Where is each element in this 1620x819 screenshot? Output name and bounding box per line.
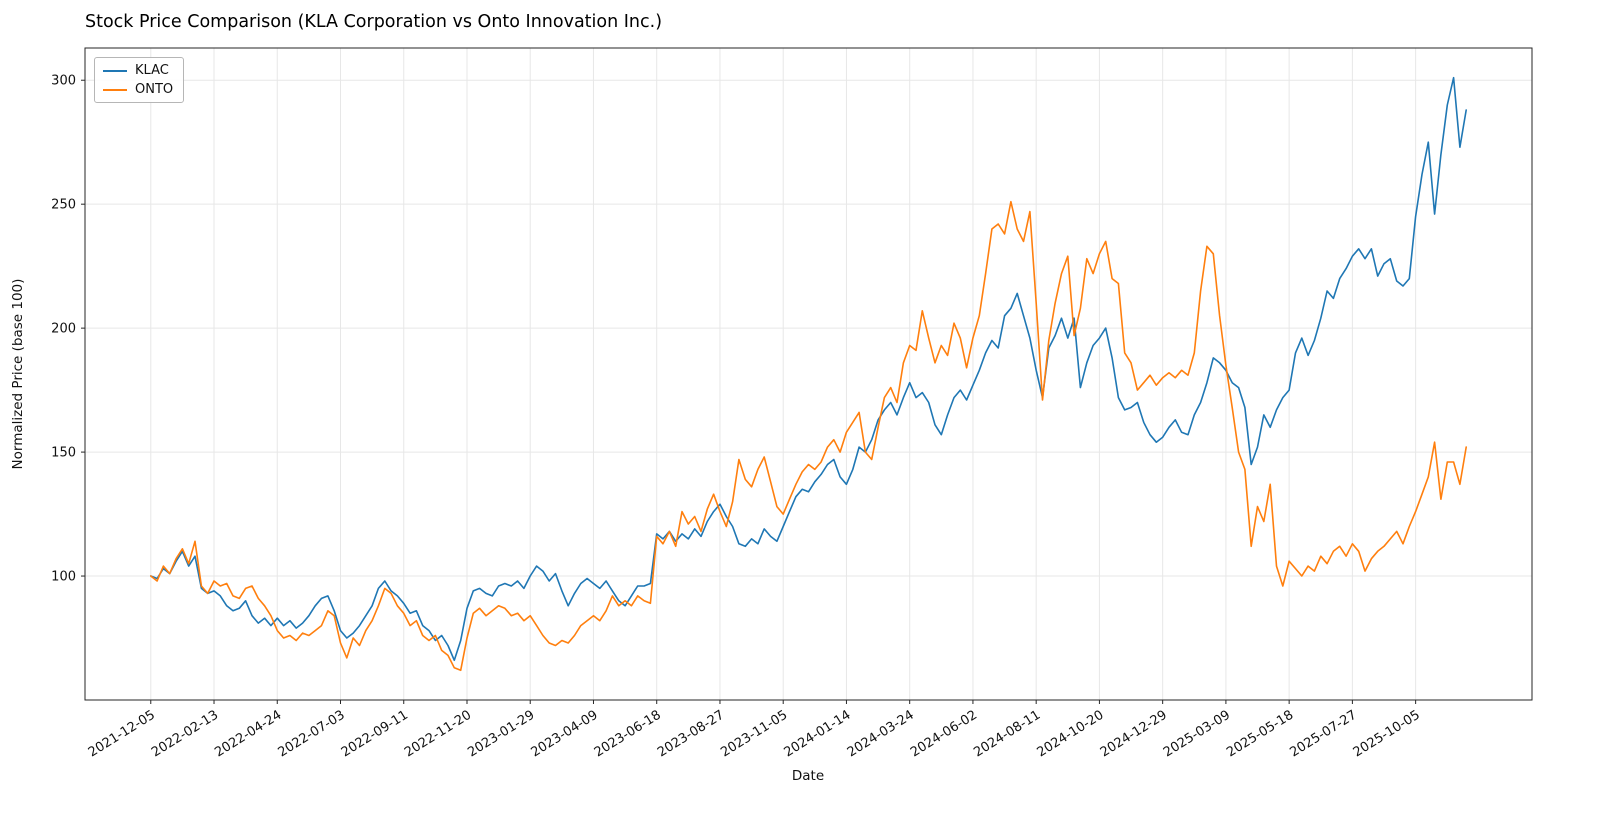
legend-label-onto: ONTO xyxy=(135,82,174,97)
klac-line xyxy=(150,76,1467,662)
x-tick-label: 2022-09-11 xyxy=(339,708,411,761)
x-tick-label: 2023-01-29 xyxy=(465,708,537,761)
legend-entry-onto: ONTO xyxy=(103,83,173,96)
chart-title: Stock Price Comparison (KLA Corporation … xyxy=(85,12,663,32)
x-tick-label: 2022-07-03 xyxy=(276,708,348,761)
x-tick-label: 2021-12-05 xyxy=(86,708,158,761)
x-tick-label: 2025-07-27 xyxy=(1287,708,1359,761)
x-axis-label: Date xyxy=(791,768,825,784)
y-tick-label: 200 xyxy=(51,322,76,337)
x-tick-label: 2024-12-29 xyxy=(1098,708,1170,761)
x-tick-label: 2023-11-05 xyxy=(718,708,790,761)
x-tick-label: 2022-02-13 xyxy=(149,708,221,761)
y-tick-label: 150 xyxy=(51,446,76,461)
x-tick-label: 2025-10-05 xyxy=(1351,708,1423,761)
onto-line xyxy=(150,200,1467,672)
y-axis-label: Normalized Price (base 100) xyxy=(10,278,26,470)
x-tick-label: 2024-08-11 xyxy=(971,708,1043,761)
onto-line-swatch xyxy=(103,88,127,91)
x-tick-label: 2024-06-02 xyxy=(908,708,980,761)
x-tick-label: 2024-01-14 xyxy=(782,708,854,761)
axes-frame xyxy=(84,47,1533,701)
x-tick-label: 2024-10-20 xyxy=(1035,708,1107,761)
legend-entry-klac: KLAC xyxy=(103,64,173,77)
y-tick-label: 300 xyxy=(51,74,76,89)
x-tick-label: 2022-04-24 xyxy=(212,708,284,761)
x-tick-label: 2025-05-18 xyxy=(1224,708,1296,761)
x-tick-label: 2023-04-09 xyxy=(529,708,601,761)
legend-label-klac: KLAC xyxy=(135,63,169,78)
klac-line-swatch xyxy=(103,69,127,72)
y-tick-label: 250 xyxy=(51,198,76,213)
x-tick-label: 2024-03-24 xyxy=(845,708,917,761)
x-tick-label: 2023-06-18 xyxy=(592,708,664,761)
legend: KLAC ONTO xyxy=(94,57,185,103)
x-tick-label: 2025-03-09 xyxy=(1161,708,1233,761)
x-tick-label: 2023-08-27 xyxy=(655,708,727,761)
y-tick-label: 100 xyxy=(51,570,76,585)
x-tick-label: 2022-11-20 xyxy=(402,708,474,761)
